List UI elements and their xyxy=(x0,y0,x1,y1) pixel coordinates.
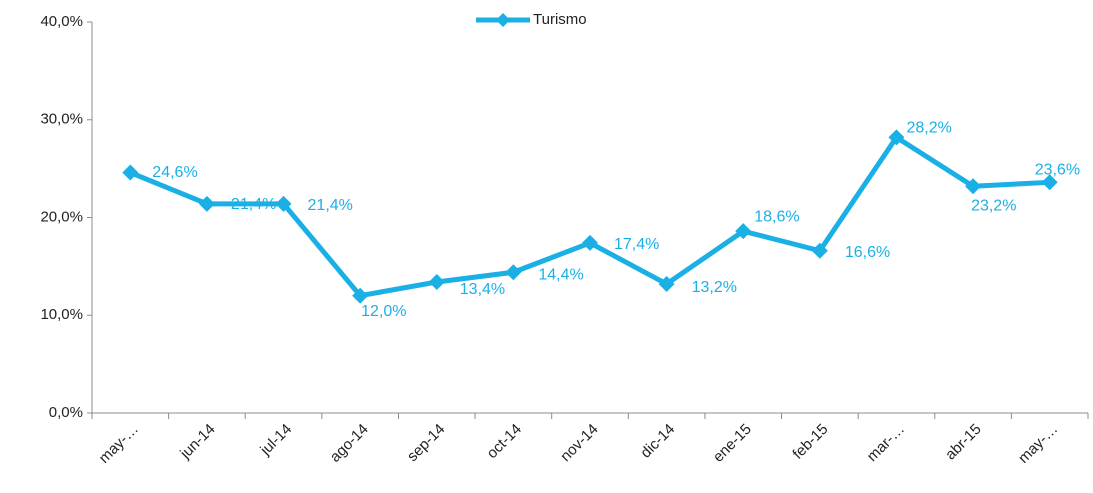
data-point xyxy=(582,234,598,251)
data-label: 13,2% xyxy=(692,279,737,296)
x-tick-label: may-… xyxy=(1015,421,1061,467)
data-point xyxy=(735,223,752,240)
data-point xyxy=(275,195,292,212)
data-label: 21,4% xyxy=(308,197,353,214)
data-point xyxy=(658,275,675,292)
data-point xyxy=(811,242,828,259)
data-label: 18,6% xyxy=(754,208,799,225)
data-label: 21,4% xyxy=(231,196,276,213)
data-label: 16,6% xyxy=(845,244,890,261)
data-point xyxy=(888,129,905,146)
data-point xyxy=(198,195,215,212)
x-tick-label: dic-14 xyxy=(637,421,678,462)
data-point xyxy=(1041,174,1058,191)
x-tick-label: sep-14 xyxy=(404,421,448,465)
data-label: 24,6% xyxy=(152,164,197,181)
data-label: 14,4% xyxy=(538,266,583,283)
y-tick-label: 40,0% xyxy=(40,13,83,30)
data-label: 23,2% xyxy=(971,197,1016,214)
x-tick-label: oct-14 xyxy=(484,421,526,463)
y-tick-label: 30,0% xyxy=(40,111,83,128)
data-point xyxy=(428,274,445,291)
y-tick-label: 0,0% xyxy=(49,404,83,421)
x-tick-label: jul-14 xyxy=(257,421,296,460)
y-tick-label: 10,0% xyxy=(40,306,83,323)
x-tick-label: feb-15 xyxy=(789,421,831,463)
data-point xyxy=(505,264,522,281)
x-tick-label: ago-14 xyxy=(327,421,372,466)
x-tick-label: may-… xyxy=(96,421,142,467)
x-tick-label: abr-15 xyxy=(942,421,985,464)
data-point xyxy=(965,178,982,195)
legend-marker xyxy=(496,13,510,27)
data-label: 17,4% xyxy=(614,236,659,253)
x-tick-label: mar-… xyxy=(864,421,908,465)
x-tick-label: ene-15 xyxy=(710,421,755,466)
data-label: 13,4% xyxy=(460,281,505,298)
data-point xyxy=(122,164,139,181)
y-tick-label: 20,0% xyxy=(40,208,83,225)
x-tick-label: jun-14 xyxy=(176,421,218,463)
legend-label: Turismo xyxy=(533,11,587,28)
series-line xyxy=(129,134,1050,299)
data-label: 28,2% xyxy=(906,120,951,137)
data-point xyxy=(352,287,369,304)
data-label: 23,6% xyxy=(1035,162,1080,179)
data-label: 12,0% xyxy=(361,303,406,320)
x-tick-label: nov-14 xyxy=(557,421,601,465)
